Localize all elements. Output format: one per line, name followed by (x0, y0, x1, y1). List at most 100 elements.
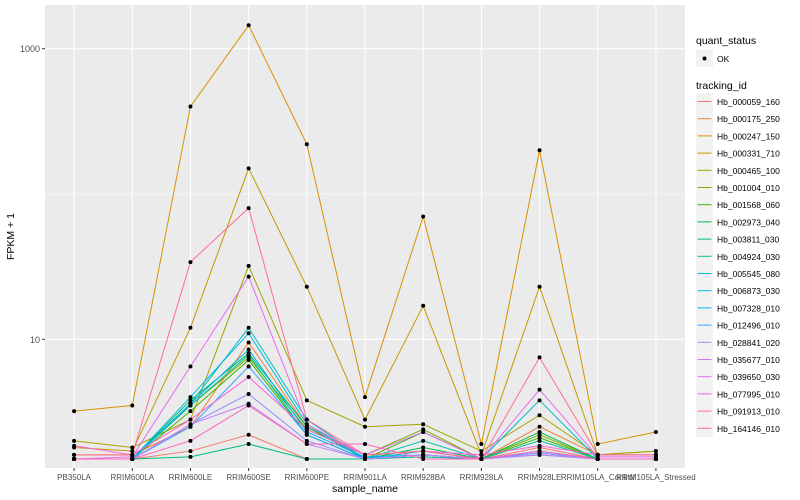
data-point (246, 340, 251, 345)
data-point (72, 452, 77, 457)
data-point (304, 398, 309, 403)
data-point (421, 445, 426, 450)
legend-shape-label: OK (717, 54, 730, 64)
data-point (537, 435, 542, 440)
data-point (421, 449, 426, 454)
data-point (537, 413, 542, 418)
data-point (304, 142, 309, 147)
data-point (188, 364, 193, 369)
legend-series-label: Hb_002973_040 (717, 217, 780, 227)
axes: 10 1000 PB350LA RRIM600LA RRIM600LE RRIM600SE… (5, 44, 696, 495)
data-point (246, 325, 251, 330)
data-point (537, 355, 542, 360)
legend-series-label: Hb_003811_030 (717, 235, 780, 245)
legend-series-label: Hb_000247_150 (717, 131, 780, 141)
data-point (246, 403, 251, 408)
data-point (188, 325, 193, 330)
data-point (246, 374, 251, 379)
legend-series-label: Hb_001568_060 (717, 200, 780, 210)
legend-shape-title: quant_status (696, 35, 756, 47)
data-point (246, 442, 251, 447)
data-point (188, 395, 193, 400)
data-point (246, 206, 251, 211)
data-point (304, 438, 309, 443)
x-tick-label: RRIM105LA_Control (561, 473, 635, 482)
legend-series-label: Hb_000465_100 (717, 166, 780, 176)
data-point (421, 438, 426, 443)
legend-series-label: Hb_164146_010 (717, 424, 780, 434)
data-point (246, 166, 251, 171)
x-tick-label: RRIM600LA (110, 473, 154, 482)
data-point (72, 443, 77, 448)
data-point (246, 331, 251, 336)
data-point (246, 364, 251, 369)
data-point (246, 352, 251, 357)
data-point (653, 430, 658, 435)
legend-series-label: Hb_005545_080 (717, 269, 780, 279)
legend-series-label: Hb_000331_710 (717, 149, 780, 159)
y-tick-label: 10 (30, 335, 40, 345)
data-point (653, 452, 658, 457)
y-axis-title: FPKM + 1 (5, 213, 17, 260)
data-point (653, 456, 658, 461)
data-point (421, 422, 426, 427)
y-tick-label: 1000 (20, 44, 40, 54)
data-point (304, 427, 309, 432)
data-point (363, 395, 367, 400)
data-point (479, 452, 484, 457)
data-point (130, 403, 135, 408)
data-point (188, 417, 193, 422)
data-point (246, 358, 251, 363)
data-point (130, 445, 135, 450)
data-point (421, 303, 426, 308)
data-point (188, 454, 193, 459)
legend-series-label: Hb_001004_010 (717, 183, 780, 193)
data-point (188, 260, 193, 265)
x-axis-title: sample_name (332, 483, 398, 495)
data-point (188, 398, 193, 403)
data-point (72, 409, 77, 414)
x-tick-label: RRIM600SE (226, 473, 270, 482)
data-point (246, 23, 251, 28)
data-point (304, 284, 309, 289)
data-point (421, 456, 426, 461)
data-point (246, 392, 251, 397)
data-point (537, 424, 542, 429)
data-point (130, 452, 135, 457)
legend-series-label: Hb_000059_160 (717, 97, 780, 107)
data-point (595, 442, 600, 447)
data-point (246, 263, 251, 268)
x-tick-label: RRIM928LA (460, 473, 504, 482)
legend: quant_status OK tracking_id Hb_000059_160 Hb… (696, 35, 780, 437)
data-point (479, 449, 484, 454)
data-point (304, 432, 309, 437)
data-point (304, 417, 309, 422)
data-point (421, 430, 426, 435)
legend-series-label: Hb_039650_030 (717, 372, 780, 382)
x-tick-label: RRIM600LE (169, 473, 213, 482)
data-point (304, 456, 309, 461)
data-point (130, 449, 135, 454)
data-point (188, 409, 193, 414)
x-tick-label: PB350LA (57, 473, 91, 482)
data-point (479, 456, 484, 461)
data-point (595, 452, 600, 457)
legend-series-label: Hb_035677_010 (717, 355, 780, 365)
data-point (304, 442, 309, 447)
legend-series-label: Hb_091913_010 (717, 407, 780, 417)
data-point (653, 449, 658, 454)
data-point (363, 442, 367, 447)
data-point (363, 424, 367, 429)
x-tick-label: RRIM105LA_Stressed (616, 473, 696, 482)
x-tick-label: RRIM901LA (343, 473, 387, 482)
legend-series-label: Hb_012496_010 (717, 321, 780, 331)
data-point (246, 347, 251, 352)
x-tick-label: RRIM928LE (518, 473, 562, 482)
data-point (537, 452, 542, 457)
legend-series-label: Hb_004924_030 (717, 252, 780, 262)
data-point (304, 422, 309, 427)
x-tick-label: RRIM928BA (401, 473, 446, 482)
data-point (72, 438, 77, 443)
data-point (537, 430, 542, 435)
